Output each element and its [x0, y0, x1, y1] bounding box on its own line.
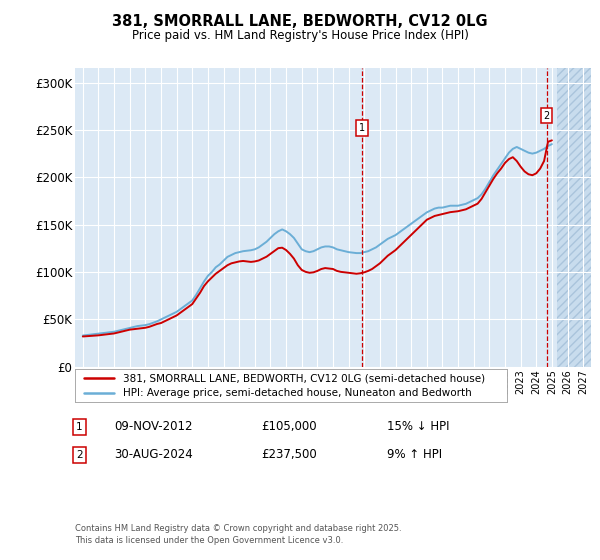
- Text: £237,500: £237,500: [261, 448, 317, 461]
- Text: £105,000: £105,000: [261, 420, 317, 433]
- Text: 30-AUG-2024: 30-AUG-2024: [114, 448, 193, 461]
- Text: 15% ↓ HPI: 15% ↓ HPI: [387, 420, 449, 433]
- Text: 1: 1: [76, 422, 83, 432]
- Text: 381, SMORRALL LANE, BEDWORTH, CV12 0LG: 381, SMORRALL LANE, BEDWORTH, CV12 0LG: [112, 14, 488, 29]
- Text: 9% ↑ HPI: 9% ↑ HPI: [387, 448, 442, 461]
- Text: 381, SMORRALL LANE, BEDWORTH, CV12 0LG (semi-detached house): 381, SMORRALL LANE, BEDWORTH, CV12 0LG (…: [122, 373, 485, 383]
- Text: HPI: Average price, semi-detached house, Nuneaton and Bedworth: HPI: Average price, semi-detached house,…: [122, 389, 471, 398]
- Text: 2: 2: [76, 450, 83, 460]
- Bar: [557, 68, 591, 367]
- Text: 09-NOV-2012: 09-NOV-2012: [114, 420, 193, 433]
- Text: 1: 1: [359, 123, 365, 133]
- Text: 2: 2: [544, 111, 550, 121]
- Text: Price paid vs. HM Land Registry's House Price Index (HPI): Price paid vs. HM Land Registry's House …: [131, 29, 469, 42]
- Text: Contains HM Land Registry data © Crown copyright and database right 2025.
This d: Contains HM Land Registry data © Crown c…: [75, 524, 401, 545]
